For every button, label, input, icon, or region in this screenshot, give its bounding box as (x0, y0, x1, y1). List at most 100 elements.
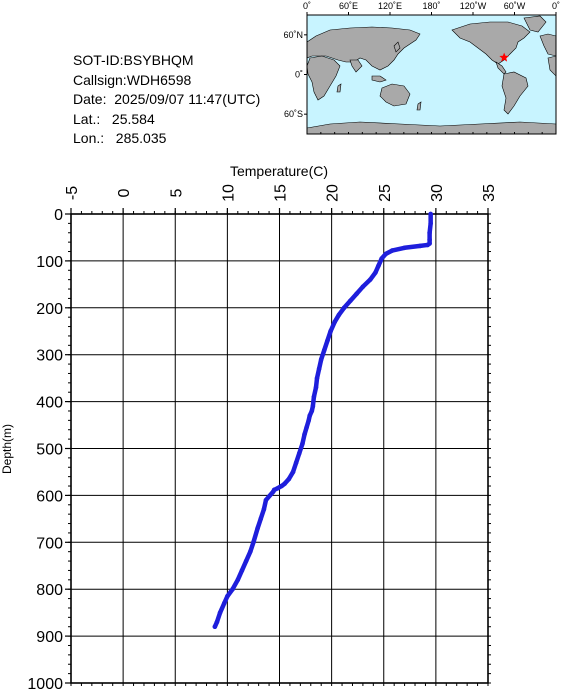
profile-data-point (341, 305, 347, 311)
land-greenland (523, 15, 547, 33)
profile-data-point (239, 568, 245, 573)
land-japan (393, 41, 401, 53)
profile-data-point (243, 558, 249, 564)
land-north-america (451, 21, 531, 65)
profile-data-point (316, 366, 322, 372)
profile-data-point (306, 418, 311, 423)
profile-data-point (217, 610, 223, 615)
x-tick-label: 10 (220, 184, 237, 202)
temperature-profile-line (212, 211, 433, 629)
profile-data-point (367, 277, 373, 282)
x-tick-label: 25 (377, 184, 394, 202)
profile-data-point (221, 600, 227, 606)
profile-data-point (297, 450, 302, 456)
x-tick-labels: -5 0 5 10 15 20 25 30 35 (64, 184, 498, 202)
profile-data-point (379, 256, 384, 261)
land-india (349, 59, 363, 73)
profile-data-point (235, 577, 241, 583)
profile-data-point (360, 284, 366, 289)
profile-data-point (261, 507, 267, 512)
map-lon-label: 120˚E (378, 1, 402, 11)
map-lon-label: 180˚ (422, 1, 440, 11)
profile-data-point (258, 516, 264, 522)
profile-data-point (325, 338, 330, 343)
profile-data-point (302, 432, 307, 437)
minor-ticks (65, 208, 491, 686)
map-lat-label: 60˚N (283, 30, 303, 40)
profile-data-point (279, 483, 284, 489)
date-text: Date: 2025/09/07 11:47(UTC) (73, 91, 261, 108)
profile-data-point (376, 263, 381, 268)
land-south-america (501, 71, 529, 115)
map-lon-label: 120˚W (460, 1, 487, 11)
y-tick-label: 700 (36, 535, 63, 552)
x-tick-label: 30 (429, 184, 446, 202)
y-tick-label: 1000 (27, 676, 63, 690)
x-tick-label: 15 (273, 184, 290, 202)
map-labels: 0˚ 60˚E 120˚E 180˚ 120˚W 60˚W 0˚ 60˚N 0˚ 60˚S (283, 1, 560, 119)
profile-data-point (425, 242, 430, 248)
profile-data-point (300, 441, 305, 447)
land-africa-west (547, 55, 556, 77)
y-tick-label: 800 (36, 582, 63, 599)
land-newzealand (416, 101, 422, 111)
map-lon-label: 0˚ (303, 1, 311, 11)
map-land (307, 15, 556, 134)
y-tick-labels: 0 100 200 300 400 500 600 700 800 900 1000 (27, 207, 63, 690)
profile-data-point (290, 469, 296, 475)
profile-data-point (263, 497, 269, 503)
map-lat-label: 60˚S (284, 109, 303, 119)
y-tick-label: 500 (36, 442, 63, 459)
x-tick-label: -5 (64, 186, 81, 200)
callsign-text: Callsign:WDH6598 (73, 71, 192, 88)
profile-data-point (336, 312, 342, 318)
profile-data-point (389, 248, 395, 253)
latitude-text: Lat.: 25.584 (73, 110, 155, 127)
longitude-text: Lon.: 285.035 (73, 130, 167, 147)
land-indonesia (371, 75, 387, 83)
profile-data-point (225, 593, 230, 599)
chart-grid (71, 214, 488, 683)
x-tick-label: 0 (116, 188, 133, 197)
x-axis-label: Temperature(C) (230, 163, 328, 179)
profile-data-point (310, 403, 316, 409)
map-lon-label: 0˚ (552, 1, 560, 11)
land-australia (379, 83, 411, 107)
y-tick-label: 600 (36, 488, 63, 505)
profile-data-point (248, 549, 253, 554)
profile-data-point (270, 489, 276, 494)
profile-data-point (251, 540, 256, 545)
profile-data-point (313, 385, 319, 390)
land-africa (307, 55, 341, 101)
profile-data-point (286, 476, 292, 482)
x-tick-label: 35 (481, 184, 498, 202)
sot-id-text: SOT-ID:BSYBHQM (73, 52, 194, 68)
map-ticks (304, 12, 557, 134)
profile-data-point (304, 425, 309, 430)
profile-data-point (427, 230, 432, 236)
profile-data-point (214, 619, 220, 625)
land-eurasia (307, 26, 421, 71)
land-madagascar (336, 83, 342, 93)
profile-data-point (314, 375, 320, 381)
map-lon-label: 60˚E (339, 1, 358, 11)
map-lat-label: 0˚ (295, 70, 303, 80)
land-central-america (495, 61, 507, 75)
y-tick-label: 100 (36, 254, 63, 271)
land-europe-west (539, 33, 556, 57)
profile-data-point (373, 270, 378, 275)
profile-data-point (293, 460, 299, 465)
profile-data-point (307, 413, 313, 418)
profile-data-point (428, 221, 433, 226)
profile-data-point (332, 319, 338, 325)
profile-data-point (255, 525, 260, 531)
profile-data-point (402, 245, 407, 251)
series-group (212, 211, 433, 630)
x-tick-label: 5 (168, 188, 185, 197)
y-tick-label: 400 (36, 395, 63, 412)
location-star-icon (499, 52, 509, 62)
profile-data-point (427, 237, 432, 243)
profile-data-point (311, 394, 317, 400)
y-tick-label: 900 (36, 629, 63, 646)
